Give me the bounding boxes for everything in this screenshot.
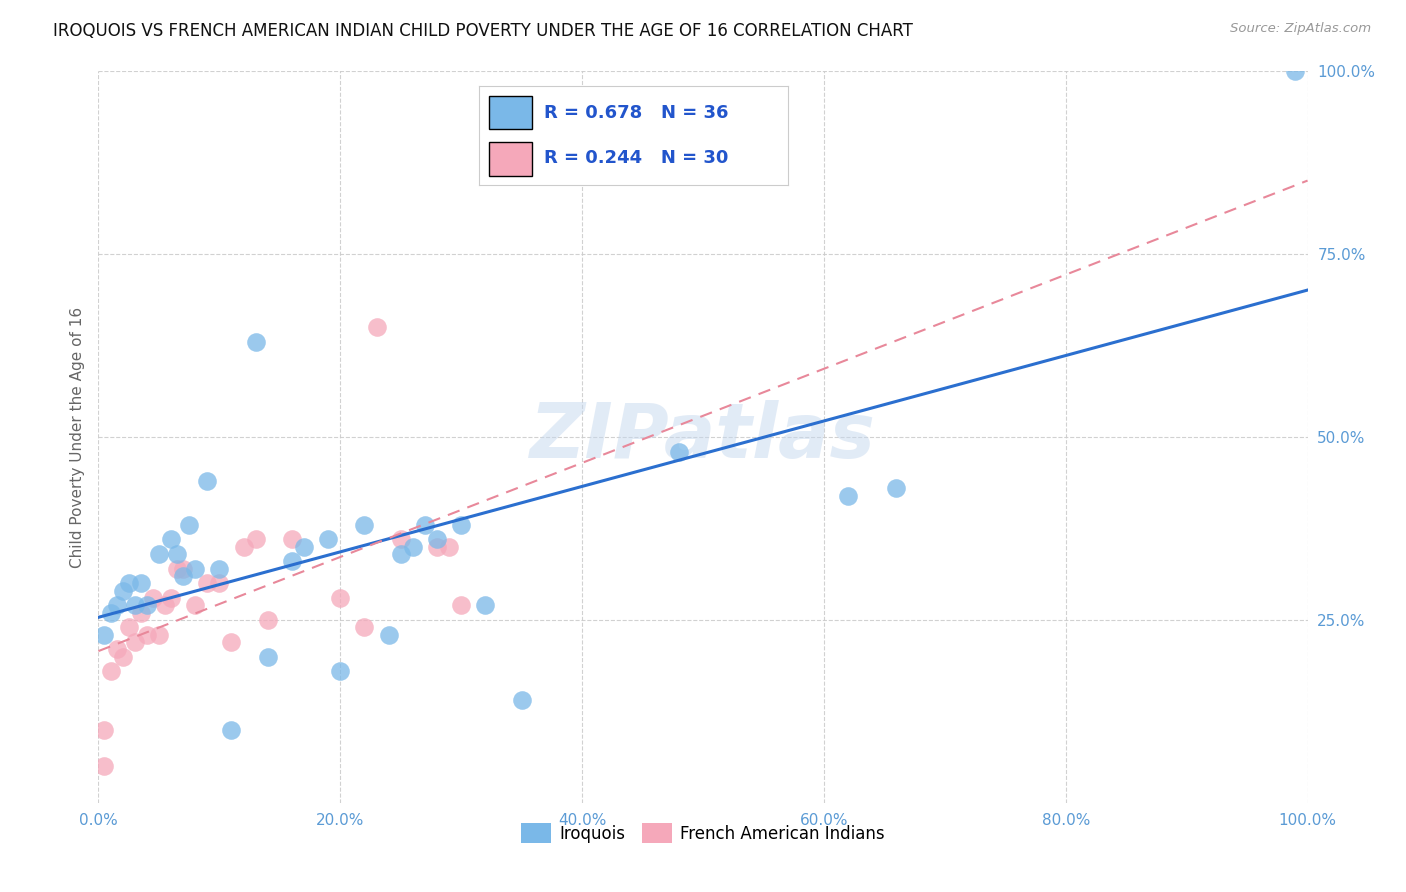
Point (172, 562, 194, 576)
Point (221, 635, 243, 649)
Point (124, 635, 146, 649)
Point (221, 723, 243, 737)
Point (316, 533, 339, 547)
Point (135, 627, 157, 641)
Point (195, 474, 218, 488)
Point (366, 320, 388, 334)
Y-axis label: Child Poverty Under the Age of 16: Child Poverty Under the Age of 16 (69, 307, 84, 567)
Point (184, 562, 207, 576)
Point (142, 591, 165, 605)
Point (172, 569, 194, 583)
Point (148, 547, 170, 561)
Point (111, 583, 134, 598)
Point (124, 599, 146, 613)
Point (208, 562, 231, 576)
Point (426, 540, 449, 554)
Point (886, 481, 908, 495)
Point (129, 606, 152, 620)
Point (450, 517, 472, 532)
Point (245, 533, 267, 547)
Point (292, 540, 315, 554)
Point (93, 627, 115, 641)
Point (837, 489, 859, 503)
Point (195, 576, 218, 591)
Point (389, 533, 412, 547)
Legend: Iroquois, French American Indians: Iroquois, French American Indians (515, 817, 891, 849)
Point (510, 693, 533, 707)
Point (135, 599, 157, 613)
Point (111, 649, 134, 664)
Point (474, 599, 496, 613)
Point (256, 613, 278, 627)
Point (281, 533, 304, 547)
Point (148, 627, 170, 641)
Point (160, 533, 183, 547)
Point (129, 576, 152, 591)
Point (105, 599, 128, 613)
Point (100, 606, 122, 620)
Point (668, 444, 690, 458)
Point (353, 620, 375, 634)
Text: IROQUOIS VS FRENCH AMERICAN INDIAN CHILD POVERTY UNDER THE AGE OF 16 CORRELATION: IROQUOIS VS FRENCH AMERICAN INDIAN CHILD… (53, 22, 914, 40)
Point (153, 599, 176, 613)
Point (426, 533, 449, 547)
Text: ZIPatlas: ZIPatlas (530, 401, 876, 474)
Point (100, 664, 122, 678)
Point (93, 759, 115, 773)
Point (105, 642, 128, 657)
Point (245, 334, 267, 349)
Point (184, 599, 207, 613)
Point (450, 599, 472, 613)
Point (118, 620, 141, 634)
Point (166, 562, 188, 576)
Point (329, 664, 352, 678)
Point (118, 576, 141, 591)
Point (281, 554, 304, 568)
Point (232, 540, 254, 554)
Point (437, 540, 460, 554)
Point (329, 591, 352, 605)
Point (413, 517, 436, 532)
Point (402, 540, 425, 554)
Text: Source: ZipAtlas.com: Source: ZipAtlas.com (1230, 22, 1371, 36)
Point (353, 517, 375, 532)
Point (208, 576, 231, 591)
Point (166, 547, 188, 561)
Point (160, 591, 183, 605)
Point (389, 547, 412, 561)
Point (1284, 64, 1306, 78)
Point (377, 627, 399, 641)
Point (93, 723, 115, 737)
Point (179, 517, 201, 532)
Point (256, 649, 278, 664)
